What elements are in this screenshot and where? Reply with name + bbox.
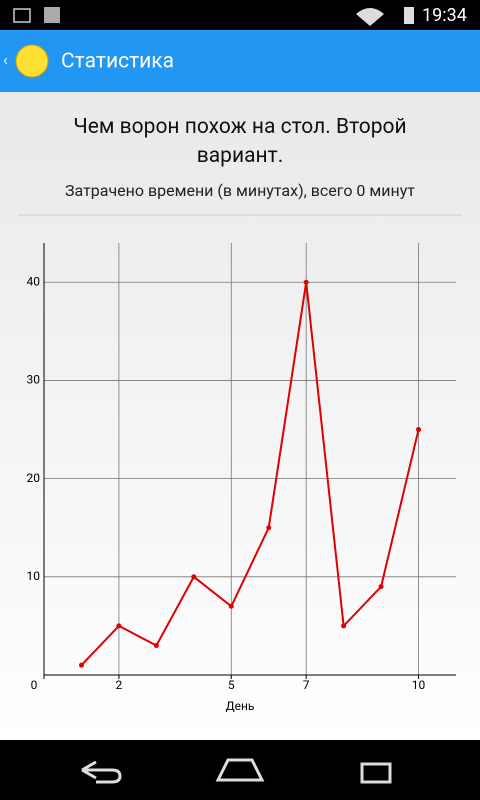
x-tick-label: 2: [116, 678, 123, 692]
nav-bar: [0, 740, 480, 800]
data-line: [80, 282, 420, 666]
background: [0, 92, 480, 740]
recents-button[interactable]: [360, 762, 392, 784]
x-tick-label: 10: [412, 678, 426, 692]
back-caret[interactable]: ‹: [3, 50, 8, 69]
data-point: [116, 623, 122, 629]
home-button[interactable]: [215, 758, 265, 782]
barcode-icon: [44, 7, 60, 23]
clock: 19:34: [422, 5, 467, 26]
x-tick-label: 5: [228, 678, 235, 692]
heading: Чем ворон похож на стол. Второй вариант.: [73, 115, 407, 168]
back-button[interactable]: [81, 760, 122, 784]
status-bar: [0, 0, 480, 30]
data-point: [78, 662, 84, 668]
data-point: [153, 643, 159, 649]
app-icon[interactable]: [15, 44, 49, 78]
x-axis-label: День: [226, 699, 255, 713]
y-tick-label: 10: [27, 569, 41, 583]
y-tick-label: 30: [27, 373, 41, 387]
x-tick-label: 7: [303, 678, 310, 692]
data-point: [228, 603, 234, 609]
data-point: [303, 279, 309, 285]
action-bar-title: Статистика: [61, 50, 174, 74]
battery-icon: [404, 7, 414, 24]
y-tick-label: 20: [27, 471, 41, 485]
image-icon: [13, 8, 31, 23]
data-point: [416, 427, 422, 433]
wifi-icon: [356, 8, 384, 26]
data-point: [191, 574, 197, 580]
subtitle: Затрачено времени (в минутах), всего 0 м…: [65, 181, 415, 200]
x-tick-label: 0: [31, 678, 38, 692]
data-point: [341, 623, 347, 629]
data-point: [266, 525, 272, 531]
y-tick-label: 40: [27, 274, 41, 288]
action-bar: [0, 30, 480, 92]
data-point: [378, 584, 384, 590]
